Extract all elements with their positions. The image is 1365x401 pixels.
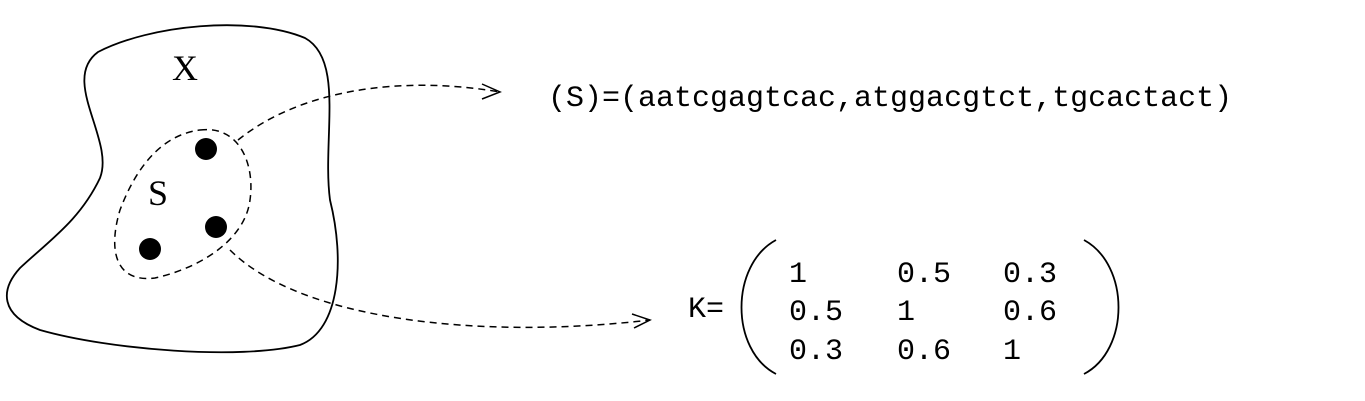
matrix-cell: 1: [789, 258, 807, 292]
space-x-outline: [5, 24, 339, 354]
matrix-cell: 1: [1003, 335, 1021, 369]
arrow-to-sequence-head: [481, 83, 502, 100]
sequence-representation: (S)=(aatcgagtcac,atggacgtct,tgcactact): [548, 82, 1232, 116]
arrow-to-matrix: [229, 249, 651, 329]
matrix-cell: 1: [897, 296, 915, 330]
matrix-cell: 0.3: [1003, 258, 1057, 292]
matrix-cell: 0.5: [897, 258, 951, 292]
matrix-left-parenthesis: [740, 239, 777, 375]
matrix-cell: 0.6: [1003, 296, 1057, 330]
kernel-matrix-label: K=: [688, 293, 724, 327]
subset-s-label: S: [148, 173, 168, 213]
arrow-to-sequence: [237, 84, 501, 141]
subset-s-outline: [113, 128, 252, 280]
matrix-cell: 0.6: [897, 335, 951, 369]
matrix-cell: 0.3: [789, 335, 843, 369]
matrix-right-parenthesis: [1083, 239, 1120, 375]
space-x-label: X: [172, 48, 198, 88]
point-2: [205, 216, 227, 238]
point-3: [139, 238, 161, 260]
arrow-to-matrix-head: [631, 313, 652, 329]
point-1: [195, 138, 217, 160]
matrix-cell: 0.5: [789, 296, 843, 330]
